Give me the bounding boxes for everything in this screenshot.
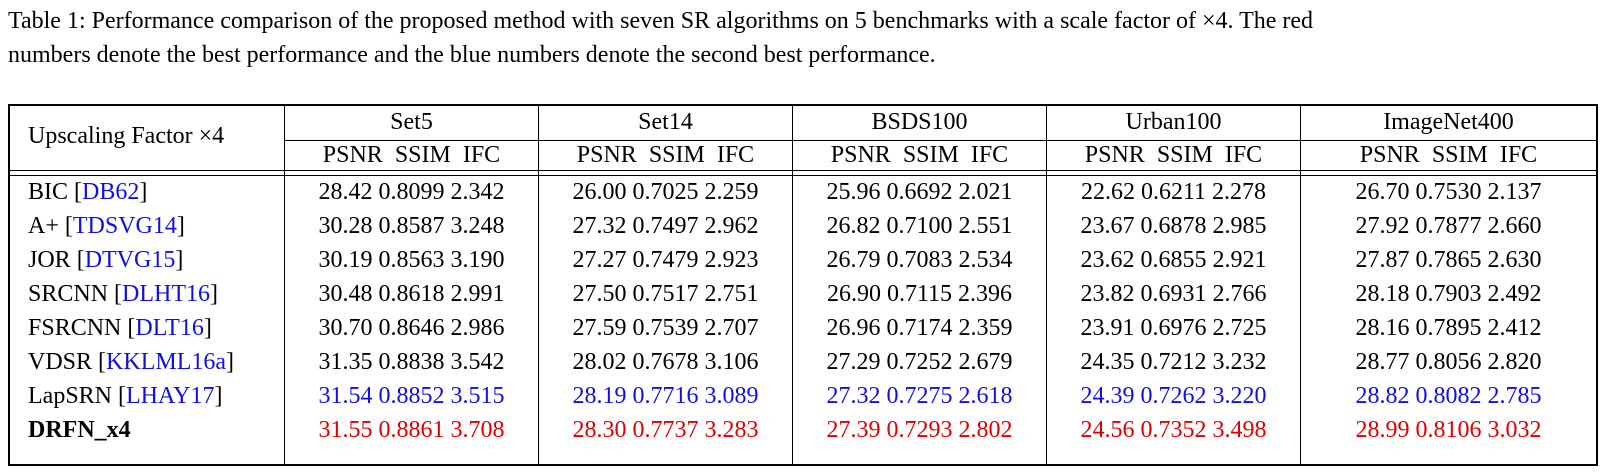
metric-values-cell: 23.91 0.6976 2.725: [1080, 315, 1267, 341]
metric-values-cell: 27.32 0.7497 2.962: [572, 213, 759, 239]
metric-values-cell: 28.42 0.8099 2.342: [318, 179, 505, 205]
metric-values-cell: 27.50 0.7517 2.751: [572, 281, 759, 307]
metric-values-cell: 30.48 0.8618 2.991: [318, 281, 505, 307]
header-divider: [284, 140, 1598, 141]
metric-values-cell: 28.30 0.7737 3.283: [572, 417, 759, 443]
method-label: LapSRN: [28, 383, 112, 409]
method-name: FSRCNN [DLT16]: [28, 315, 212, 341]
metric-values-cell: 23.67 0.6878 2.985: [1080, 213, 1267, 239]
dataset-header-imagenet400: ImageNet400: [1383, 109, 1514, 135]
metric-values-cell: 28.82 0.8082 2.785: [1355, 383, 1542, 409]
metric-header: PSNR SSIM IFC: [322, 142, 501, 168]
metric-header: PSNR SSIM IFC: [1084, 142, 1263, 168]
caption-line-2: numbers denote the best performance and …: [8, 42, 936, 68]
metric-values-cell: 26.90 0.7115 2.396: [826, 281, 1013, 307]
column-divider: [538, 104, 539, 466]
metric-values-cell: 28.77 0.8056 2.820: [1355, 349, 1542, 375]
method-name: BIC [DB62]: [28, 179, 148, 205]
dataset-header-urban100: Urban100: [1125, 109, 1222, 135]
metric-values-cell: 30.70 0.8646 2.986: [318, 315, 505, 341]
metric-values-cell: 26.00 0.7025 2.259: [572, 179, 759, 205]
metric-values-cell: 25.96 0.6692 2.021: [826, 179, 1013, 205]
method-name: VDSR [KKLML16a]: [28, 349, 235, 375]
metric-values-cell: 23.82 0.6931 2.766: [1080, 281, 1267, 307]
caption-line-1: Table 1: Performance comparison of the p…: [8, 8, 1314, 34]
citation-link[interactable]: DLT16: [135, 315, 204, 341]
method-name: LapSRN [LHAY17]: [28, 383, 223, 409]
row-label-header: Upscaling Factor ×4: [28, 123, 225, 149]
metric-values-cell: 28.99 0.8106 3.032: [1355, 417, 1542, 443]
method-name: DRFN_x4: [28, 415, 131, 445]
method-label: VDSR: [28, 349, 93, 375]
method-label: SRCNN: [28, 281, 109, 307]
method-label: JOR: [28, 247, 71, 273]
metric-values-cell: 31.35 0.8838 3.542: [318, 349, 505, 375]
metric-values-cell: 27.59 0.7539 2.707: [572, 315, 759, 341]
metric-header: PSNR SSIM IFC: [576, 142, 755, 168]
column-divider: [1046, 104, 1047, 466]
metric-values-cell: 27.39 0.7293 2.802: [826, 417, 1013, 443]
metric-values-cell: 23.62 0.6855 2.921: [1080, 247, 1267, 273]
citation-link[interactable]: DLHT16: [122, 281, 211, 307]
metric-values-cell: 24.56 0.7352 3.498: [1080, 417, 1267, 443]
metric-values-cell: 31.55 0.8861 3.708: [318, 417, 505, 443]
results-table: Upscaling Factor ×4 Set5 Set14 BSDS100 U…: [8, 104, 1598, 466]
header-rule-bottom: [8, 175, 1598, 176]
citation-link[interactable]: KKLML16a: [106, 349, 227, 375]
citation-link[interactable]: TDSVG14: [72, 213, 177, 239]
metric-header: PSNR SSIM IFC: [1359, 142, 1538, 168]
metric-values-cell: 30.28 0.8587 3.248: [318, 213, 505, 239]
dataset-header-bsds100: BSDS100: [871, 109, 968, 135]
metric-values-cell: 27.87 0.7865 2.630: [1355, 247, 1542, 273]
dataset-header-set14: Set14: [638, 109, 693, 135]
header-rule-top: [8, 170, 1598, 171]
metric-values-cell: 28.02 0.7678 3.106: [572, 349, 759, 375]
column-divider: [284, 104, 285, 466]
column-divider: [1300, 104, 1301, 466]
metric-values-cell: 26.96 0.7174 2.359: [826, 315, 1013, 341]
dataset-header-set5: Set5: [390, 109, 433, 135]
metric-values-cell: 28.19 0.7716 3.089: [572, 383, 759, 409]
column-divider: [792, 104, 793, 466]
metric-values-cell: 26.82 0.7100 2.551: [826, 213, 1013, 239]
citation-link[interactable]: DB62: [82, 179, 140, 205]
metric-values-cell: 26.70 0.7530 2.137: [1355, 179, 1542, 205]
method-label: A+: [28, 213, 59, 239]
metric-values-cell: 27.27 0.7479 2.923: [572, 247, 759, 273]
method-label: DRFN_x4: [28, 417, 131, 443]
citation-link[interactable]: LHAY17: [126, 383, 215, 409]
metric-values-cell: 31.54 0.8852 3.515: [318, 383, 505, 409]
method-name: JOR [DTVG15]: [28, 247, 184, 273]
metric-values-cell: 24.35 0.7212 3.232: [1080, 349, 1267, 375]
metric-values-cell: 26.79 0.7083 2.534: [826, 247, 1013, 273]
metric-values-cell: 28.18 0.7903 2.492: [1355, 281, 1542, 307]
metric-values-cell: 28.16 0.7895 2.412: [1355, 315, 1542, 341]
metric-values-cell: 27.29 0.7252 2.679: [826, 349, 1013, 375]
metric-values-cell: 24.39 0.7262 3.220: [1080, 383, 1267, 409]
metric-values-cell: 27.32 0.7275 2.618: [826, 383, 1013, 409]
table-caption: Table 1: Performance comparison of the p…: [8, 4, 1604, 72]
table-frame: [8, 104, 1598, 466]
metric-values-cell: 22.62 0.6211 2.278: [1080, 179, 1267, 205]
metric-header: PSNR SSIM IFC: [830, 142, 1009, 168]
method-label: BIC: [28, 179, 69, 205]
method-name: A+ [TDSVG14]: [28, 213, 185, 239]
method-name: SRCNN [DLHT16]: [28, 281, 219, 307]
citation-link[interactable]: DTVG15: [84, 247, 176, 273]
metric-values-cell: 27.92 0.7877 2.660: [1355, 213, 1542, 239]
method-label: FSRCNN: [28, 315, 122, 341]
metric-values-cell: 30.19 0.8563 3.190: [318, 247, 505, 273]
